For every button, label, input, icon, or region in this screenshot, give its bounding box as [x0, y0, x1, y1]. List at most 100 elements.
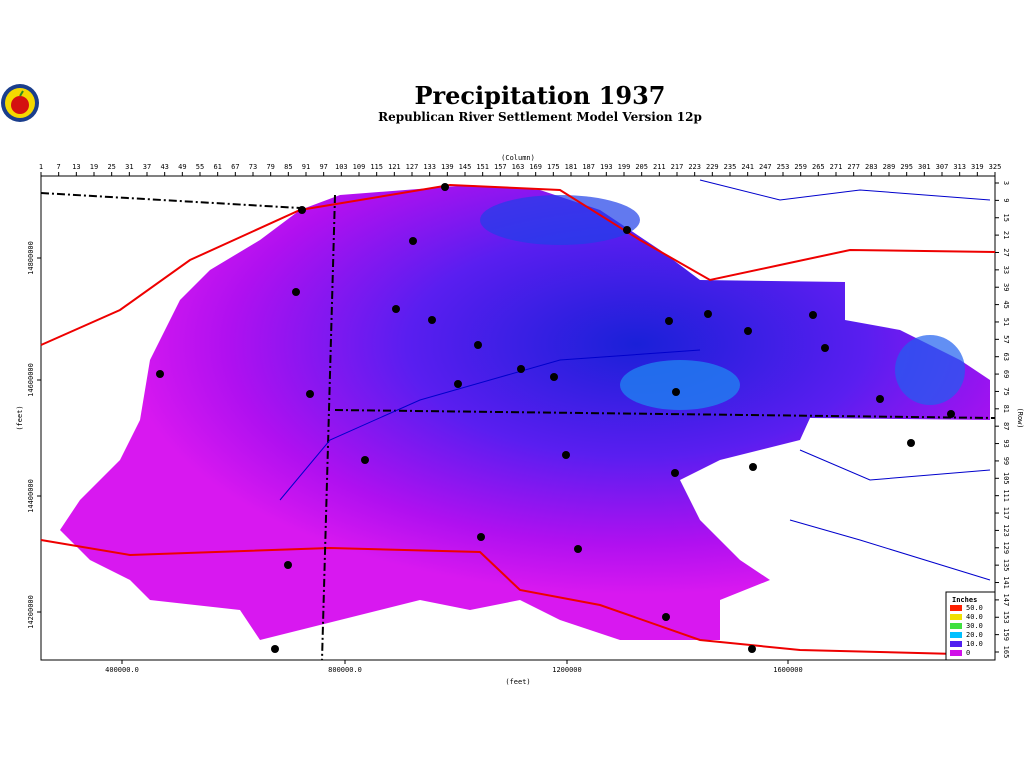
row-tick-label: 105 — [1002, 472, 1010, 485]
column-tick-label: 13 — [72, 163, 80, 171]
legend-swatch — [950, 641, 962, 647]
column-tick-label: 25 — [107, 163, 115, 171]
row-tick-label: 45 — [1002, 300, 1010, 308]
legend-label: 40.0 — [966, 613, 983, 621]
column-tick-label: 217 — [671, 163, 684, 171]
legend-swatch — [950, 623, 962, 629]
column-tick-label: 229 — [706, 163, 719, 171]
column-tick-label: 325 — [989, 163, 1002, 171]
row-tick-label: 21 — [1002, 231, 1010, 239]
column-tick-label: 163 — [512, 163, 525, 171]
left-axis-label: (feet) — [16, 405, 24, 430]
column-tick-label: 55 — [196, 163, 204, 171]
column-tick-label: 31 — [125, 163, 133, 171]
northing-tick-label: 14200000 — [27, 595, 35, 629]
row-tick-label: 87 — [1002, 422, 1010, 430]
northing-tick-label: 14800000 — [27, 241, 35, 275]
state-lines — [40, 192, 996, 661]
column-tick-label: 121 — [388, 163, 401, 171]
column-tick-label: 115 — [370, 163, 383, 171]
column-tick-label: 43 — [160, 163, 168, 171]
row-tick-label: 93 — [1002, 439, 1010, 447]
row-tick-label: 15 — [1002, 214, 1010, 222]
column-tick-label: 151 — [476, 163, 489, 171]
column-tick-label: 103 — [335, 163, 348, 171]
row-tick-label: 39 — [1002, 283, 1010, 291]
legend-label: 20.0 — [966, 631, 983, 639]
column-tick-label: 175 — [547, 163, 560, 171]
row-tick-label: 141 — [1002, 576, 1010, 589]
column-tick-label: 157 — [494, 163, 507, 171]
column-tick-label: 259 — [794, 163, 807, 171]
row-tick-label: 117 — [1002, 507, 1010, 520]
column-tick-label: 277 — [847, 163, 860, 171]
column-tick-label: 223 — [688, 163, 701, 171]
row-tick-label: 51 — [1002, 318, 1010, 326]
row-tick-label: 75 — [1002, 387, 1010, 395]
easting-tick-label: 1200000 — [552, 666, 582, 674]
legend-title: Inches — [952, 596, 977, 604]
legend: Inches 50.040.030.020.010.00 — [945, 591, 996, 661]
rivers — [279, 179, 991, 581]
row-tick-label: 99 — [1002, 457, 1010, 465]
high-precip-zone — [620, 360, 740, 410]
ticks: 1 7 13 19 25 31 37 43 49 55 61 67 73 79 85 91 97 103 109 11… — [27, 163, 1010, 674]
column-tick-label: 145 — [459, 163, 472, 171]
column-tick-label: 1 — [39, 163, 43, 171]
row-tick-label: 111 — [1002, 489, 1010, 502]
row-tick-label: 57 — [1002, 335, 1010, 343]
column-tick-label: 169 — [529, 163, 542, 171]
column-tick-label: 91 — [302, 163, 310, 171]
column-tick-label: 109 — [353, 163, 366, 171]
column-tick-label: 85 — [284, 163, 292, 171]
legend-swatch — [950, 632, 962, 638]
high-precip-zone — [895, 335, 965, 405]
column-tick-label: 295 — [900, 163, 913, 171]
top-axis-label: (Column) — [501, 154, 535, 162]
column-tick-label: 133 — [423, 163, 436, 171]
legend-label: 30.0 — [966, 622, 983, 630]
easting-tick-label: 1600000 — [773, 666, 803, 674]
legend-swatch — [950, 605, 962, 611]
row-tick-label: 159 — [1002, 628, 1010, 641]
column-tick-label: 241 — [741, 163, 754, 171]
legend-label: 0 — [966, 649, 970, 657]
row-tick-label: 165 — [1002, 646, 1010, 659]
column-tick-label: 289 — [883, 163, 896, 171]
row-tick-label: 135 — [1002, 559, 1010, 572]
column-tick-label: 283 — [865, 163, 878, 171]
roads — [40, 183, 996, 656]
precipitation-area — [60, 185, 990, 640]
row-tick-label: 123 — [1002, 524, 1010, 537]
column-tick-label: 253 — [777, 163, 790, 171]
column-tick-label: 139 — [441, 163, 454, 171]
column-tick-label: 19 — [90, 163, 98, 171]
row-tick-label: 69 — [1002, 370, 1010, 378]
column-tick-label: 49 — [178, 163, 186, 171]
right-axis-label: (Row) — [1016, 407, 1024, 428]
column-tick-label: 319 — [971, 163, 984, 171]
column-tick-label: 61 — [213, 163, 221, 171]
bottom-axis-label: (feet) — [505, 678, 530, 686]
column-tick-label: 271 — [830, 163, 843, 171]
column-tick-label: 205 — [635, 163, 648, 171]
column-tick-label: 181 — [565, 163, 578, 171]
subtitle: Republican River Settlement Model Versio… — [378, 110, 702, 124]
column-tick-label: 37 — [143, 163, 151, 171]
column-tick-label: 97 — [319, 163, 327, 171]
column-tick-label: 307 — [936, 163, 949, 171]
title: Precipitation 1937 — [414, 81, 665, 110]
wells — [156, 183, 955, 653]
legend-swatch — [950, 614, 962, 620]
column-tick-label: 7 — [57, 163, 61, 171]
column-tick-label: 67 — [231, 163, 239, 171]
legend-label: 10.0 — [966, 640, 983, 648]
easting-tick-label: 400000.0 — [105, 666, 139, 674]
high-precip-zone — [480, 195, 640, 245]
row-tick-label: 9 — [1002, 198, 1010, 202]
column-tick-label: 247 — [759, 163, 772, 171]
row-tick-label: 81 — [1002, 405, 1010, 413]
column-tick-label: 199 — [618, 163, 631, 171]
column-tick-label: 211 — [653, 163, 666, 171]
